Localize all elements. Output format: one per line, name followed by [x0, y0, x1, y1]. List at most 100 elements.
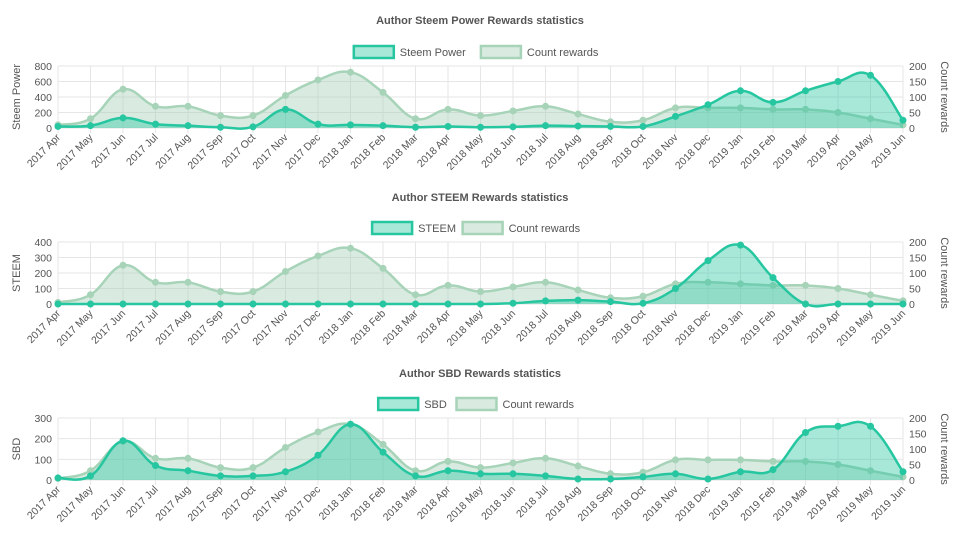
y2-tick-label: 0	[909, 123, 915, 135]
x-tick-label: 2017 Dec	[283, 132, 323, 172]
data-point	[542, 278, 549, 286]
x-tick-label: 2017 Sep	[185, 132, 225, 172]
data-point	[542, 102, 549, 110]
y-tick-label: 400	[34, 92, 52, 104]
x-tick-label: 2019 Mar	[771, 307, 811, 347]
data-point	[152, 120, 159, 128]
x-tick-label: 2018 Sep	[575, 484, 615, 524]
data-point	[867, 422, 874, 430]
chart-legend: STEEM Count rewards	[370, 220, 581, 236]
data-point	[834, 300, 842, 308]
data-point	[54, 474, 62, 482]
data-point	[184, 122, 192, 130]
data-point	[249, 472, 257, 480]
data-point	[152, 454, 159, 462]
data-point	[249, 464, 257, 472]
data-point	[477, 288, 484, 296]
data-point	[802, 87, 809, 95]
data-point	[119, 114, 127, 122]
data-point	[152, 300, 159, 308]
data-point	[639, 122, 647, 130]
data-point	[379, 264, 387, 272]
y-tick-label: 0	[46, 123, 52, 135]
chart-3: Author SBD Rewards statistics SBD Count re…	[11, 368, 950, 525]
y-tick-label: 0	[46, 475, 52, 487]
data-point	[737, 468, 744, 476]
data-point	[282, 300, 289, 308]
x-tick-label: 2019 Jun	[869, 484, 908, 523]
data-point	[867, 300, 874, 308]
data-point	[574, 122, 582, 130]
x-tick-label: 2017 May	[55, 131, 97, 173]
legend-swatch-steem	[370, 220, 414, 236]
y-tick-label: 200	[34, 268, 52, 280]
chart-1: Author Steem Power Rewards statistics Ste…	[11, 15, 950, 173]
data-point	[834, 422, 842, 430]
data-point	[737, 456, 744, 464]
data-point	[477, 123, 484, 131]
y2-tick-label: 100	[909, 268, 927, 280]
data-point	[704, 278, 712, 286]
chart-title: Author SBD Rewards statistics	[399, 368, 561, 380]
data-point	[574, 462, 582, 470]
data-point	[509, 283, 517, 291]
x-tick-label: 2018 Jun	[479, 308, 518, 347]
data-point	[802, 457, 809, 465]
legend-label: Count rewards	[503, 399, 575, 411]
data-point	[574, 110, 582, 118]
x-tick-label: 2018 Mar	[381, 307, 421, 347]
data-point	[639, 473, 647, 481]
data-point	[347, 300, 354, 308]
data-point	[314, 451, 322, 459]
y-tick-label: 800	[34, 61, 52, 73]
y2-tick-label: 50	[909, 284, 921, 296]
data-point	[282, 267, 289, 275]
data-point	[509, 459, 517, 467]
data-point	[607, 298, 614, 306]
data-point	[314, 428, 322, 436]
data-point	[184, 102, 192, 110]
legend-label: Steem Power	[400, 47, 466, 59]
data-point	[87, 115, 94, 123]
data-point	[737, 87, 744, 95]
data-point	[87, 300, 94, 308]
x-tick-label: 2019 May	[835, 131, 877, 173]
data-point	[607, 122, 614, 130]
data-point	[314, 252, 322, 260]
x-tick-label: 2017 Sep	[185, 484, 225, 524]
legend-label: SBD	[424, 399, 447, 411]
data-point	[769, 274, 777, 282]
y2-tick-label: 50	[909, 108, 921, 120]
y2-tick-label: 0	[909, 299, 915, 311]
data-point	[509, 299, 517, 307]
legend-swatch-sbd	[376, 396, 420, 412]
data-point	[834, 285, 842, 292]
y-tick-label: 100	[34, 454, 52, 466]
x-tick-label: 2019 Jun	[869, 132, 908, 171]
y-tick-label: 300	[34, 253, 52, 265]
x-tick-label: 2017 Dec	[283, 308, 323, 348]
y-tick-label: 300	[34, 413, 52, 425]
series-steem	[54, 241, 907, 308]
data-point	[282, 468, 289, 476]
data-point	[509, 123, 517, 131]
data-point	[314, 120, 322, 128]
y2-tick-label: 150	[909, 429, 927, 441]
chart-title: Author STEEM Rewards statistics	[392, 192, 569, 204]
y2-tick-label: 100	[909, 92, 927, 104]
data-point	[802, 105, 809, 113]
data-point	[477, 112, 484, 120]
data-point	[899, 300, 907, 308]
data-point	[834, 78, 842, 85]
legend-label: STEEM	[418, 223, 456, 235]
legend-swatch-count-rewards	[461, 220, 504, 236]
y2-axis-title: Count rewards	[938, 61, 950, 133]
data-point	[574, 286, 582, 294]
data-point	[737, 280, 744, 288]
data-point	[347, 244, 354, 252]
data-point	[347, 121, 354, 129]
data-point	[444, 122, 452, 130]
data-point	[672, 285, 679, 292]
data-point	[249, 112, 257, 120]
y2-tick-label: 200	[909, 61, 927, 73]
